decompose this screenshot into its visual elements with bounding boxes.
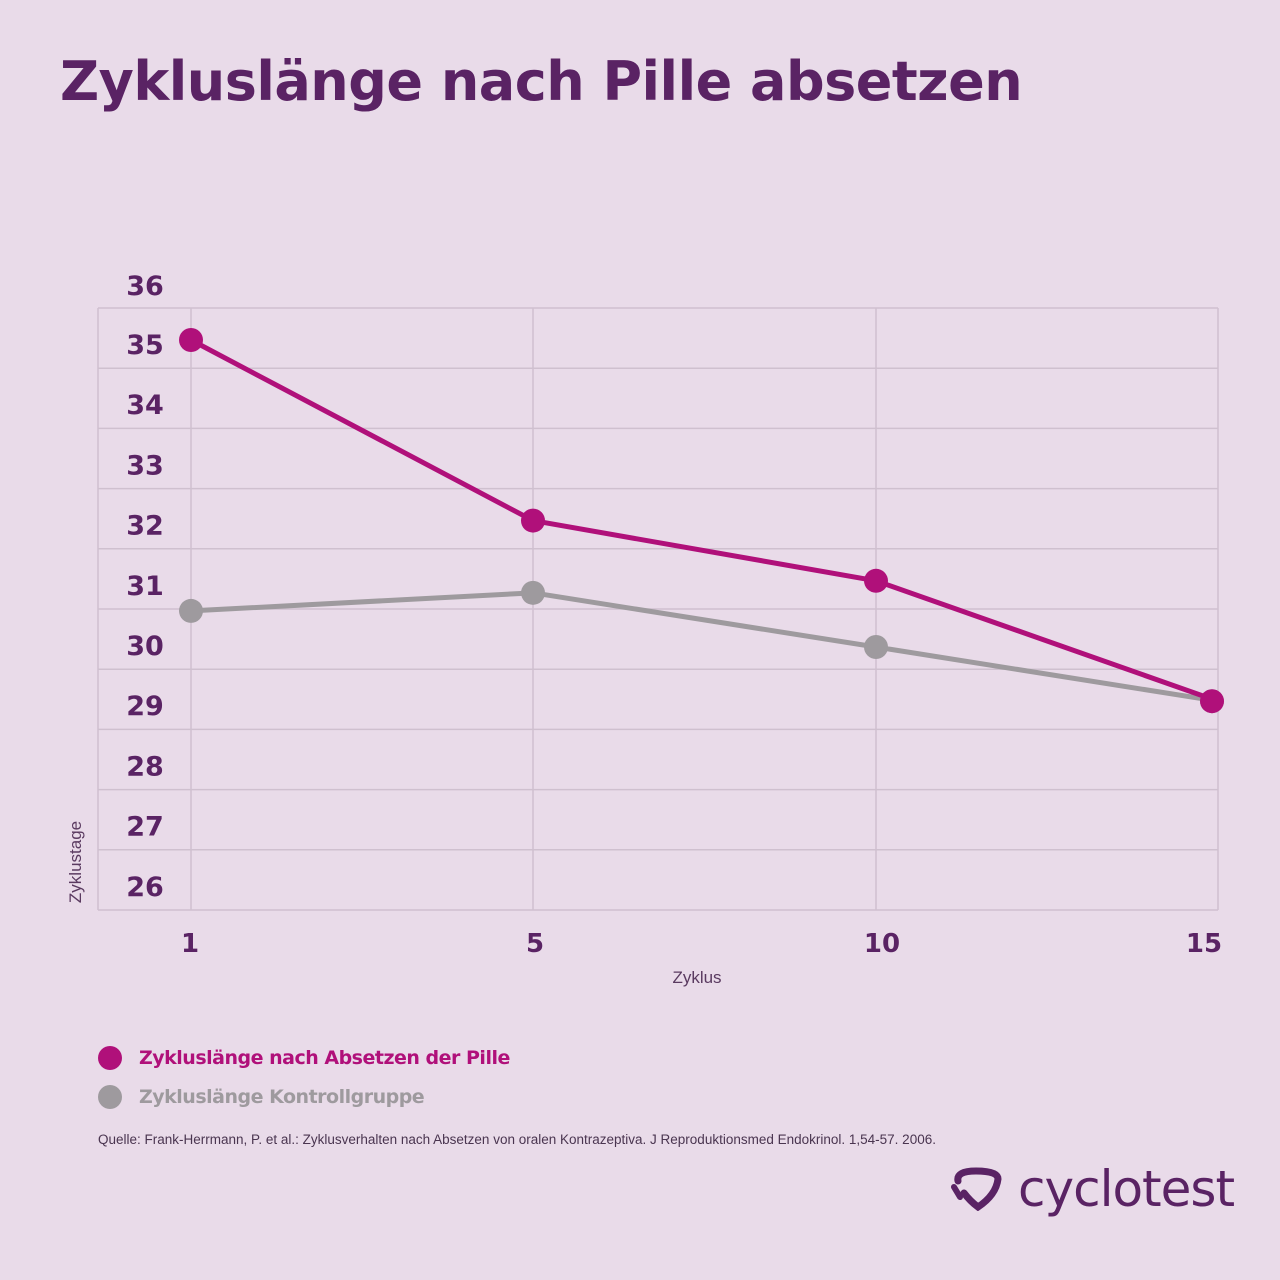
data-point-control	[864, 635, 888, 660]
series-line-pill	[189, 337, 1219, 704]
y-tick-label: 27	[126, 812, 164, 843]
data-point-control	[179, 598, 203, 623]
logo-shield-icon	[951, 1167, 1002, 1211]
y-tick-label: 28	[126, 751, 164, 782]
data-point-pill	[1200, 689, 1224, 714]
chart-title: Zykluslänge nach Pille absetzen	[60, 50, 1023, 113]
data-point-pill	[864, 568, 888, 593]
y-tick-label: 31	[126, 571, 164, 602]
data-point-pill	[179, 328, 203, 352]
y-tick-label: 34	[126, 390, 164, 421]
data-point-control	[521, 580, 545, 605]
y-tick-label: 36	[126, 271, 164, 302]
legend-item-control: Zykluslänge Kontrollgruppe	[98, 1085, 425, 1109]
y-tick-label: 32	[126, 511, 164, 542]
series-line-control	[190, 590, 1219, 704]
legend-label: Zykluslänge Kontrollgruppe	[139, 1086, 425, 1108]
legend-marker-gray	[98, 1085, 122, 1109]
legend-label: Zykluslänge nach Absetzen der Pille	[139, 1047, 510, 1069]
x-tick-label: 15	[1186, 929, 1222, 959]
y-tick-label: 35	[126, 330, 164, 361]
y-tick-label: 26	[126, 872, 164, 903]
legend-item-pill: Zykluslänge nach Absetzen der Pille	[98, 1046, 510, 1070]
x-tick-label: 1	[181, 929, 199, 959]
x-tick-label: 10	[864, 929, 900, 959]
y-tick-label: 33	[126, 450, 164, 481]
x-axis-label: Zyklus	[672, 968, 721, 987]
x-tick-label: 5	[526, 929, 544, 959]
legend-marker-pink	[98, 1046, 122, 1070]
y-axis-label: Zyklustage	[66, 821, 85, 903]
cyclotest-logo: cyclotest	[948, 1160, 1235, 1218]
logo-text: cyclotest	[1018, 1160, 1235, 1218]
y-tick-label: 29	[126, 691, 164, 722]
y-tick-label: 30	[126, 631, 164, 662]
source-note: Quelle: Frank-Herrmann, P. et al.: Zyklu…	[98, 1132, 936, 1147]
data-point-pill	[521, 508, 545, 533]
